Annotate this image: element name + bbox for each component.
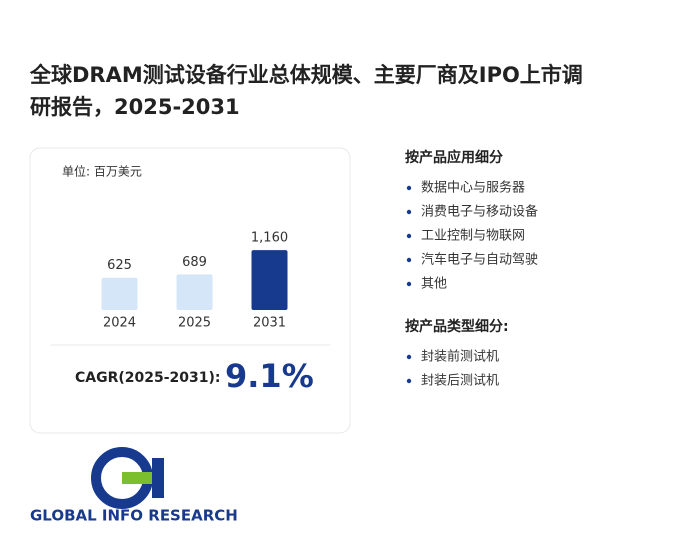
title: 全球DRAM测试设备行业总体规模、主要厂商及IPO上市调 <box>29 63 583 87</box>
logo-text: GLOBAL INFO RESEARCH <box>30 507 238 525</box>
bar <box>251 250 288 310</box>
cagr-label: CAGR(2025-2031): <box>75 370 221 386</box>
bullet <box>406 281 412 287</box>
logo-mark <box>122 472 152 484</box>
segment-item: 工业控制与物联网 <box>421 229 525 244</box>
segment-item: 其他 <box>421 277 447 292</box>
title: 研报告，2025-2031 <box>30 95 240 119</box>
bar <box>101 277 138 310</box>
bullet <box>406 378 412 384</box>
logo: GLOBAL INFO RESEARCH <box>30 447 238 525</box>
cagr-value: 9.1% <box>225 357 314 395</box>
value-label: 689 <box>182 255 207 270</box>
bullet <box>406 354 412 360</box>
segment-item: 封装后测试机 <box>421 374 499 389</box>
bullet <box>406 257 412 263</box>
x-tick-label: 2024 <box>103 316 136 331</box>
unit: 单位: 百万美元 <box>62 164 142 179</box>
x-tick-label: 2025 <box>178 316 211 331</box>
segment-item: 封装前测试机 <box>421 349 499 365</box>
segment-heading: 按产品类型细分: <box>405 318 509 335</box>
bar <box>176 274 213 310</box>
bullet <box>406 209 412 215</box>
segment-heading: 按产品应用细分 <box>405 149 503 166</box>
bullet <box>406 185 412 191</box>
segment-item: 数据中心与服务器 <box>421 180 525 196</box>
x-tick-label: 2031 <box>253 316 286 331</box>
segment-item: 消费电子与移动设备 <box>421 204 538 220</box>
value-label: 625 <box>107 258 132 273</box>
logo-mark <box>152 458 164 498</box>
segment-item: 汽车电子与自动驾驶 <box>421 252 538 268</box>
value-label: 1,160 <box>251 231 288 246</box>
bullet <box>406 233 412 239</box>
